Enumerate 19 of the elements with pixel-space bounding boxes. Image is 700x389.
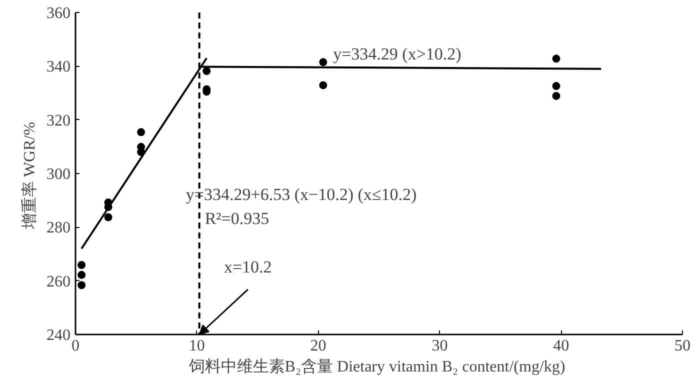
y-tick-label: 280 — [46, 220, 70, 237]
y-tick-label: 360 — [46, 5, 70, 22]
annotation: y=334.29+6.53 (x−10.2) (x≤10.2) — [186, 184, 417, 204]
x-tick-label: 50 — [674, 338, 690, 354]
x-tick-label: 20 — [310, 338, 326, 354]
x-tick-label: 0 — [72, 338, 80, 354]
x-tick-label: 30 — [432, 338, 448, 354]
x-axis-title: 饲料中维生素B₂含量 Dietary vitamin B₂ content/(mg/kg) — [188, 358, 566, 376]
y-tick-label: 260 — [46, 273, 70, 290]
y-axis-title: 增重率 WGR/% — [20, 122, 38, 230]
annotation: y=334.29 (x>10.2) — [333, 44, 462, 64]
x-tick-label: 10 — [188, 338, 205, 354]
annotation: x=10.2 — [224, 258, 272, 277]
y-tick-label: 240 — [46, 327, 70, 344]
y-tick-label: 300 — [46, 166, 70, 183]
x-tick-label: 40 — [553, 338, 570, 354]
y-tick-label: 320 — [46, 112, 70, 130]
y-tick-label: 340 — [46, 58, 70, 76]
annotation: R²=0.935 — [204, 209, 270, 228]
